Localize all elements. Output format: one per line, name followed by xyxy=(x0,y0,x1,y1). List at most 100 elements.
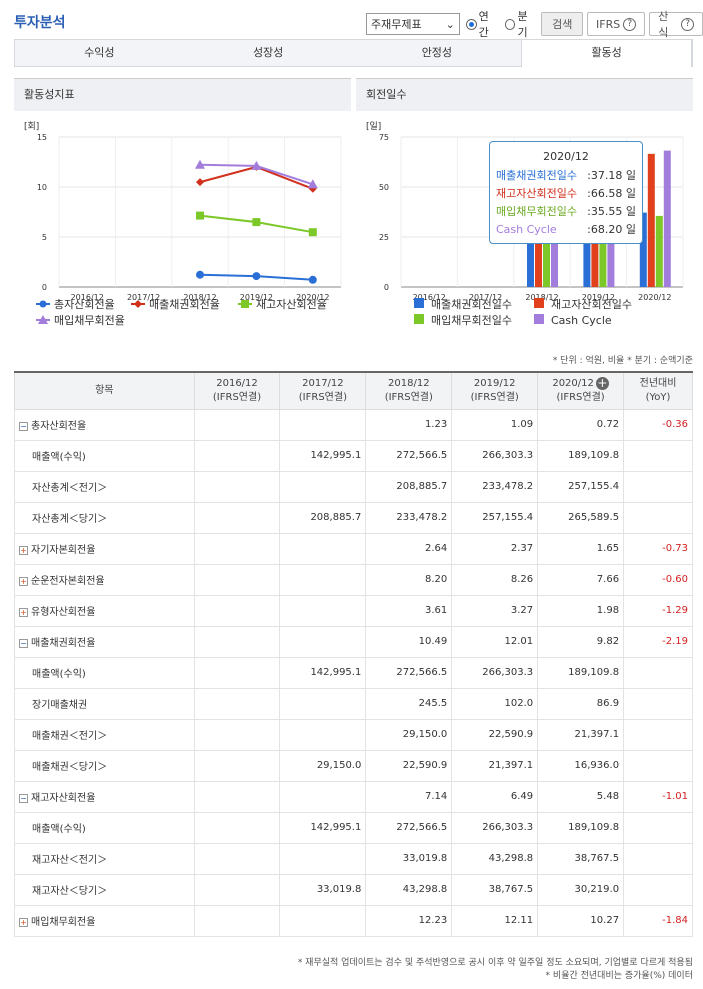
row-label[interactable]: − 총자산회전율 xyxy=(14,408,195,441)
column-header: 전년대비 (YoY) xyxy=(623,371,693,410)
x-tick-label: 2017/12 xyxy=(469,293,502,302)
table-row: − 총자산회전율 1.23 1.09 0.72 -0.36 xyxy=(14,408,693,441)
expand-icon[interactable]: + xyxy=(19,545,28,555)
column-header: 항목 xyxy=(14,371,195,410)
row-label: 매출액(수익) xyxy=(14,656,195,689)
tab-stability[interactable]: 안정성 xyxy=(421,46,453,59)
y-tick-label: 15 xyxy=(37,133,47,142)
value-cell: 208,885.7 xyxy=(279,501,367,534)
yoy-cell xyxy=(623,687,693,720)
bar xyxy=(639,212,647,287)
bar xyxy=(663,150,671,287)
row-label[interactable]: + 순운전자본회전율 xyxy=(14,563,195,596)
statement-type-select[interactable]: 주재무제표 ⌄ xyxy=(366,13,460,35)
value-cell: 1.98 xyxy=(537,594,625,627)
footnote: * 재무실적 업데이트는 검수 및 주석반영으로 공시 이후 약 일주일 정도 … xyxy=(297,958,693,968)
value-cell xyxy=(193,842,281,875)
expand-icon[interactable]: + xyxy=(19,607,28,617)
formula-help-button[interactable]: 산식? xyxy=(649,10,703,39)
help-icon: ? xyxy=(681,17,694,31)
toolbar: 주재무제표 ⌄ 연간 분기 검색 IFRS? 산식? xyxy=(366,8,703,40)
value-cell xyxy=(279,718,367,751)
tooltip-value: :37.18 일 xyxy=(587,169,636,182)
bar xyxy=(583,226,591,287)
expand-icon[interactable]: + xyxy=(19,917,28,927)
value-cell: 233,478.2 xyxy=(451,470,539,503)
tab-profitability[interactable]: 수익성 xyxy=(84,46,115,59)
collapse-icon[interactable]: − xyxy=(19,421,28,431)
expand-icon[interactable]: + xyxy=(19,576,28,586)
ifrs-help-button[interactable]: IFRS? xyxy=(587,12,646,36)
row-label[interactable]: + 자기자본회전율 xyxy=(14,532,195,565)
column-header: 2017/12 (IFRS연결) xyxy=(279,371,367,410)
search-button[interactable]: 검색 xyxy=(541,12,584,36)
value-cell: 8.26 xyxy=(451,563,539,596)
value-cell: 33,019.8 xyxy=(279,873,367,906)
select-value: 주재무제표 xyxy=(371,18,422,31)
value-cell: 12.11 xyxy=(451,904,539,937)
tab-bar: 수익성 성장성 안정성 활동성 xyxy=(14,39,693,67)
collapse-icon[interactable]: − xyxy=(19,638,28,648)
table-row: − 재고자산회전율 7.14 6.49 5.48 -1.01 xyxy=(14,780,693,813)
expand-columns-icon[interactable]: + xyxy=(595,375,609,390)
x-tick-label: 2019/12 xyxy=(240,293,273,302)
value-cell: 7.14 xyxy=(365,780,453,813)
tooltip-row: 매입채무회전일수:35.55 일 xyxy=(496,203,636,221)
collapse-icon[interactable]: − xyxy=(19,793,28,803)
yoy-cell: -1.84 xyxy=(623,904,693,937)
data-point xyxy=(308,228,317,237)
value-cell: 16,936.0 xyxy=(537,749,625,782)
value-cell: 1.23 xyxy=(365,408,453,441)
value-cell: 12.23 xyxy=(365,904,453,937)
legend-swatch xyxy=(414,314,424,324)
radio-quarter[interactable]: 분기 xyxy=(504,8,538,40)
value-cell: 272,566.5 xyxy=(365,656,453,689)
tab-growth[interactable]: 성장성 xyxy=(252,46,284,59)
row-label[interactable]: + 매입채무회전율 xyxy=(14,904,195,937)
data-point xyxy=(196,211,204,220)
tab-activity[interactable]: 활동성 xyxy=(521,40,692,67)
value-cell xyxy=(193,625,281,658)
tooltip-label: Cash Cycle xyxy=(496,223,557,236)
value-cell xyxy=(193,439,281,472)
table-row: − 매출채권회전율 10.49 12.01 9.82 -2.19 xyxy=(14,625,693,658)
page-title: 투자분석 xyxy=(14,15,66,31)
legend-label: Cash Cycle xyxy=(551,314,612,327)
legend-label: 매출채권회전일수 xyxy=(431,297,512,311)
data-point xyxy=(308,275,317,284)
yoy-cell xyxy=(623,718,693,751)
row-label: 재고자산＜당기＞ xyxy=(14,873,195,906)
radio-quarter-label: 분기 xyxy=(517,10,528,39)
column-header: 2018/12 (IFRS연결) xyxy=(365,371,453,410)
legend-swatch xyxy=(534,298,544,308)
activity-table: 항목 2016/12 (IFRS연결) 2017/12 (IFRS연결) 2018/12(… xyxy=(14,371,693,937)
value-cell: 29,150.0 xyxy=(365,718,453,751)
ifrs-label: IFRS xyxy=(596,17,621,31)
x-tick-label: 2019/12 xyxy=(582,293,615,302)
value-cell: 21,397.1 xyxy=(537,718,625,751)
legend-label: 총자산회전율 xyxy=(54,298,115,311)
bar xyxy=(527,217,534,287)
footnote: * 비율간 전년대비는 증가율(%) 데이터 xyxy=(545,971,693,981)
value-cell xyxy=(279,532,367,565)
legend-marker xyxy=(241,300,249,308)
legend-swatch xyxy=(534,314,544,324)
row-label: 매출액(수익) xyxy=(14,439,195,472)
row-label[interactable]: − 재고자산회전율 xyxy=(14,780,195,813)
legend-label: 재고자산회전일수 xyxy=(551,297,632,311)
legend-marker xyxy=(134,300,142,308)
value-cell: 189,109.8 xyxy=(537,439,625,472)
value-cell xyxy=(193,532,281,565)
legend-marker xyxy=(38,315,48,324)
value-cell xyxy=(193,780,281,813)
value-cell xyxy=(193,687,281,720)
radio-unchecked-icon xyxy=(504,18,516,30)
data-point xyxy=(252,218,261,227)
tooltip-value: :66.58 일 xyxy=(587,187,636,200)
legend-label: 매입채무회전율 xyxy=(54,314,125,327)
x-tick-label: 2017/12 xyxy=(127,293,160,302)
radio-annual[interactable]: 연간 xyxy=(465,8,499,40)
value-cell xyxy=(193,470,281,503)
row-label[interactable]: + 유형자산회전율 xyxy=(14,594,195,627)
row-label[interactable]: − 매출채권회전율 xyxy=(14,625,195,658)
